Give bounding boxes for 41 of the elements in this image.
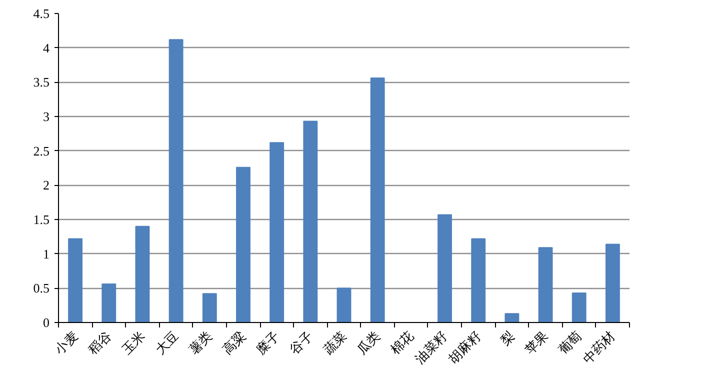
x-tick-label: 葡萄 [555, 328, 584, 358]
y-tick-label: 1.5 [33, 212, 50, 227]
y-tick-label: 0 [43, 315, 50, 330]
y-tick-label: 4 [43, 40, 50, 56]
x-tick-label: 苹果 [522, 328, 551, 358]
y-tick-label: 2.5 [33, 143, 50, 158]
bar [336, 288, 352, 322]
y-tick-label: 3.5 [33, 74, 50, 90]
y-tick-label: 0.5 [33, 280, 50, 296]
y-tick-label: 3 [43, 109, 50, 124]
bar [270, 142, 284, 322]
x-tick-label: 稻谷 [85, 328, 114, 358]
bar [471, 238, 486, 322]
x-tick-label: 薯类 [186, 328, 215, 358]
y-tick-label: 2 [43, 178, 50, 193]
x-tick-label: 高粱 [220, 328, 249, 358]
x-tick-label: 蔬菜 [320, 328, 350, 358]
x-tick-label: 小麦 [52, 328, 81, 358]
bar [135, 226, 150, 322]
bar [605, 244, 620, 322]
bar [168, 39, 184, 322]
bar [438, 214, 452, 322]
x-tick-label: 梨 [497, 328, 518, 348]
x-tick-label: 糜子 [253, 328, 282, 358]
bar [370, 78, 385, 322]
x-tick-label: 胡麻籽 [445, 328, 484, 366]
x-tick-label: 瓜类 [354, 328, 383, 358]
x-tick-label: 玉米 [118, 328, 148, 358]
x-tick-label: 棉花 [387, 328, 416, 358]
bar [538, 247, 553, 322]
bar [572, 292, 586, 322]
bar [504, 313, 520, 322]
bar [202, 293, 217, 322]
y-tick-label: 1 [43, 246, 50, 262]
bar [236, 166, 250, 322]
y-tick-label: 4.5 [33, 6, 50, 21]
bar [102, 284, 116, 322]
x-tick-label: 谷子 [286, 328, 316, 358]
x-tick-label: 大豆 [152, 328, 182, 358]
bar [303, 120, 318, 322]
bar [68, 238, 83, 322]
